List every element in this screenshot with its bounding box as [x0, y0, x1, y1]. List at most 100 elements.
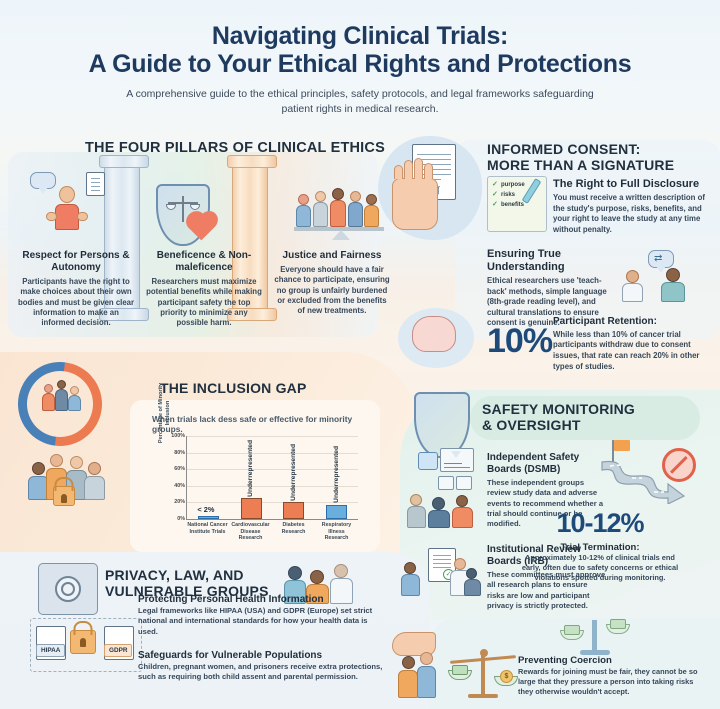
chart-ytick-80: 80%: [174, 449, 185, 456]
pillars-background-band: [8, 152, 378, 337]
termination-stat-value: 10-12%: [556, 508, 644, 538]
consent-disclosure-body: You must receive a written description o…: [553, 192, 705, 234]
checklist-label-purpose: purpose: [501, 182, 525, 188]
termination-stat-text: Trial Termination: Approximately 10-12% …: [520, 542, 680, 583]
coercion-text: Preventing Coercion Rewards for joining …: [518, 655, 708, 697]
chart-tile-icon: [438, 476, 454, 490]
retention-stat-body: While less than 10% of cancer trial part…: [553, 329, 700, 371]
brain-icon: [412, 316, 456, 352]
checklist-item-benefits: ✓ benefits: [492, 201, 542, 208]
pillar-1-title: Respect for Persons & Autonomy: [22, 250, 130, 273]
poster-header: Navigating Clinical Trials: A Guide to Y…: [0, 22, 720, 117]
safety-dsmb: Independent Safety Boards (DSMB) These i…: [487, 452, 607, 529]
privacy-vulnerable: Safeguards for Vulnerable Populations Ch…: [138, 650, 388, 683]
checklist-label-risks: risks: [501, 192, 516, 198]
privacy-phi: Protecting Personal Health Information L…: [138, 594, 388, 637]
chart-bar-2: Underrepresented: [232, 436, 270, 519]
doctor-patient-icon: ⇄: [622, 250, 702, 302]
scales-icon: [166, 196, 200, 226]
pillar-2: Beneficence & Non-maleficence Researcher…: [145, 250, 263, 328]
poster-title-line2: A Guide to Your Ethical Rights and Prote…: [88, 50, 632, 78]
chart-bar-3: Underrepresented: [275, 436, 313, 519]
chart-ytick-40: 40%: [174, 482, 185, 489]
review-board-people-icon: [407, 492, 480, 528]
chart-bar-1-annotation: < 2%: [197, 505, 215, 515]
poster-title-line1: Navigating Clinical Trials:: [211, 22, 509, 50]
child-figure-icon: [398, 652, 436, 702]
safety-heading-line2: & OVERSIGHT: [482, 416, 581, 433]
consent-understanding-body: Ethical researchers use 'teach-back' met…: [487, 275, 607, 328]
chart-bar-2-annotation: Underrepresented: [247, 439, 255, 497]
consent-understanding: Ensuring True Understanding Ethical rese…: [487, 248, 619, 329]
privacy-heading-line2: VULNERABLE GROUPS: [105, 582, 269, 599]
retention-stat-text: Participant Retention: While less than 1…: [553, 316, 713, 372]
pillar-2-title: Beneficence & Non-maleficence: [156, 250, 252, 273]
chart-ytick-60: 60%: [174, 466, 185, 473]
document-icon: [86, 172, 105, 196]
pillar-3: Justice and Fairness Everyone should hav…: [273, 250, 391, 316]
data-flow-outline: [30, 618, 142, 672]
privacy-vulnerable-body: Children, pregnant women, and prisoners …: [138, 662, 383, 682]
safety-irb: Institutional Review Boards (IRB) These …: [487, 544, 607, 611]
check-icon: ✓: [492, 181, 498, 188]
chart-ytick-0: 0%: [177, 516, 185, 522]
pillar-2-body: Researchers must maximize potential bene…: [146, 277, 262, 328]
irb-committee-icon: [401, 556, 481, 596]
chart-bar-3-annotation: Underrepresented: [289, 443, 297, 501]
hipaa-tag: HIPAA: [36, 644, 66, 657]
safe-vault-icon: [38, 563, 98, 615]
inclusion-chart-card: [130, 400, 380, 552]
pillar-3-title: Justice and Fairness: [282, 250, 382, 261]
pillar-column-1: [99, 155, 149, 321]
safety-heading-pill: [470, 396, 700, 440]
hand-icon: [392, 158, 438, 230]
secondary-balance-icon: [560, 618, 630, 660]
chart-bar-4-annotation: Underrepresented: [332, 446, 340, 504]
coercion-body: Rewards for joining must be fair, they c…: [518, 667, 698, 696]
inclusion-people-icon: [42, 380, 82, 422]
chart-bar-1: < 2%: [190, 436, 228, 519]
pillar-1-body: Participants have the right to make choi…: [17, 277, 135, 328]
inclusion-heading: THE INCLUSION GAP: [160, 380, 307, 396]
privacy-phi-title: Protecting Personal Health Information: [138, 594, 324, 605]
privacy-vulnerable-title: Safeguards for Vulnerable Populations: [138, 650, 323, 661]
protected-group-icon: [26, 452, 110, 504]
poster-subtitle: A comprehensive guide to the ethical pri…: [126, 88, 594, 116]
coin-icon: $: [500, 670, 513, 683]
pillar-3-body: Everyone should have a fair chance to pa…: [274, 265, 390, 316]
pillars-heading: THE FOUR PILLARS OF CLINICAL ETHICS: [85, 140, 385, 156]
money-icon: [452, 665, 468, 675]
chart-xtick-3: Diabetes Research: [281, 522, 306, 535]
termination-stat-title: Trial Termination:: [560, 542, 640, 553]
consent-heading-line2: MORE THAN A SIGNATURE: [487, 156, 675, 173]
checklist-item-purpose: ✓ purpose: [492, 181, 542, 188]
participant-figure-icon: [46, 186, 88, 238]
coercion-title: Preventing Coercion: [518, 655, 612, 666]
flag-icon: [614, 440, 630, 451]
safety-irb-body: These committees must approve all resear…: [487, 570, 606, 610]
termination-stat-body: Approximately 10-12% of clinical trials …: [521, 553, 679, 582]
speech-bubble-icon: [30, 172, 56, 194]
chart-y-axis-label: Percentage of Minority Inclusion: [158, 382, 171, 444]
vulnerable-groups-icon: [284, 562, 360, 604]
flag-pole-icon: [612, 440, 614, 466]
consent-disclosure-title: The Right to Full Disclosure: [553, 178, 700, 190]
safety-heading: SAFETY MONITORING & OVERSIGHT: [482, 401, 672, 433]
privacy-heading: PRIVACY, LAW, AND VULNERABLE GROUPS: [105, 567, 305, 599]
safety-irb-title: Institutional Review Boards (IRB): [487, 544, 581, 567]
chart-x-axis: National Cancer Institute Trials Cardiov…: [186, 522, 358, 542]
pillar-1: Respect for Persons & Autonomy Participa…: [17, 250, 135, 328]
stop-sign-icon: [662, 448, 696, 482]
check-icon: ✓: [492, 201, 498, 208]
safe-dial-icon: [55, 576, 81, 602]
data-monitor-icon: [440, 448, 474, 472]
privacy-lock-icon: [70, 630, 96, 654]
consent-understanding-title: Ensuring True Understanding: [487, 248, 565, 273]
chart-ytick-20: 20%: [174, 499, 185, 506]
check-icon: ✓: [492, 191, 498, 198]
balance-scale-icon: $: [446, 646, 520, 702]
consent-heading: INFORMED CONSENT: MORE THAN A SIGNATURE: [487, 141, 687, 173]
chart-bar-4: Underrepresented: [318, 436, 356, 519]
chart-bars: < 2% Underrepresented Underrepresented U…: [187, 436, 358, 519]
